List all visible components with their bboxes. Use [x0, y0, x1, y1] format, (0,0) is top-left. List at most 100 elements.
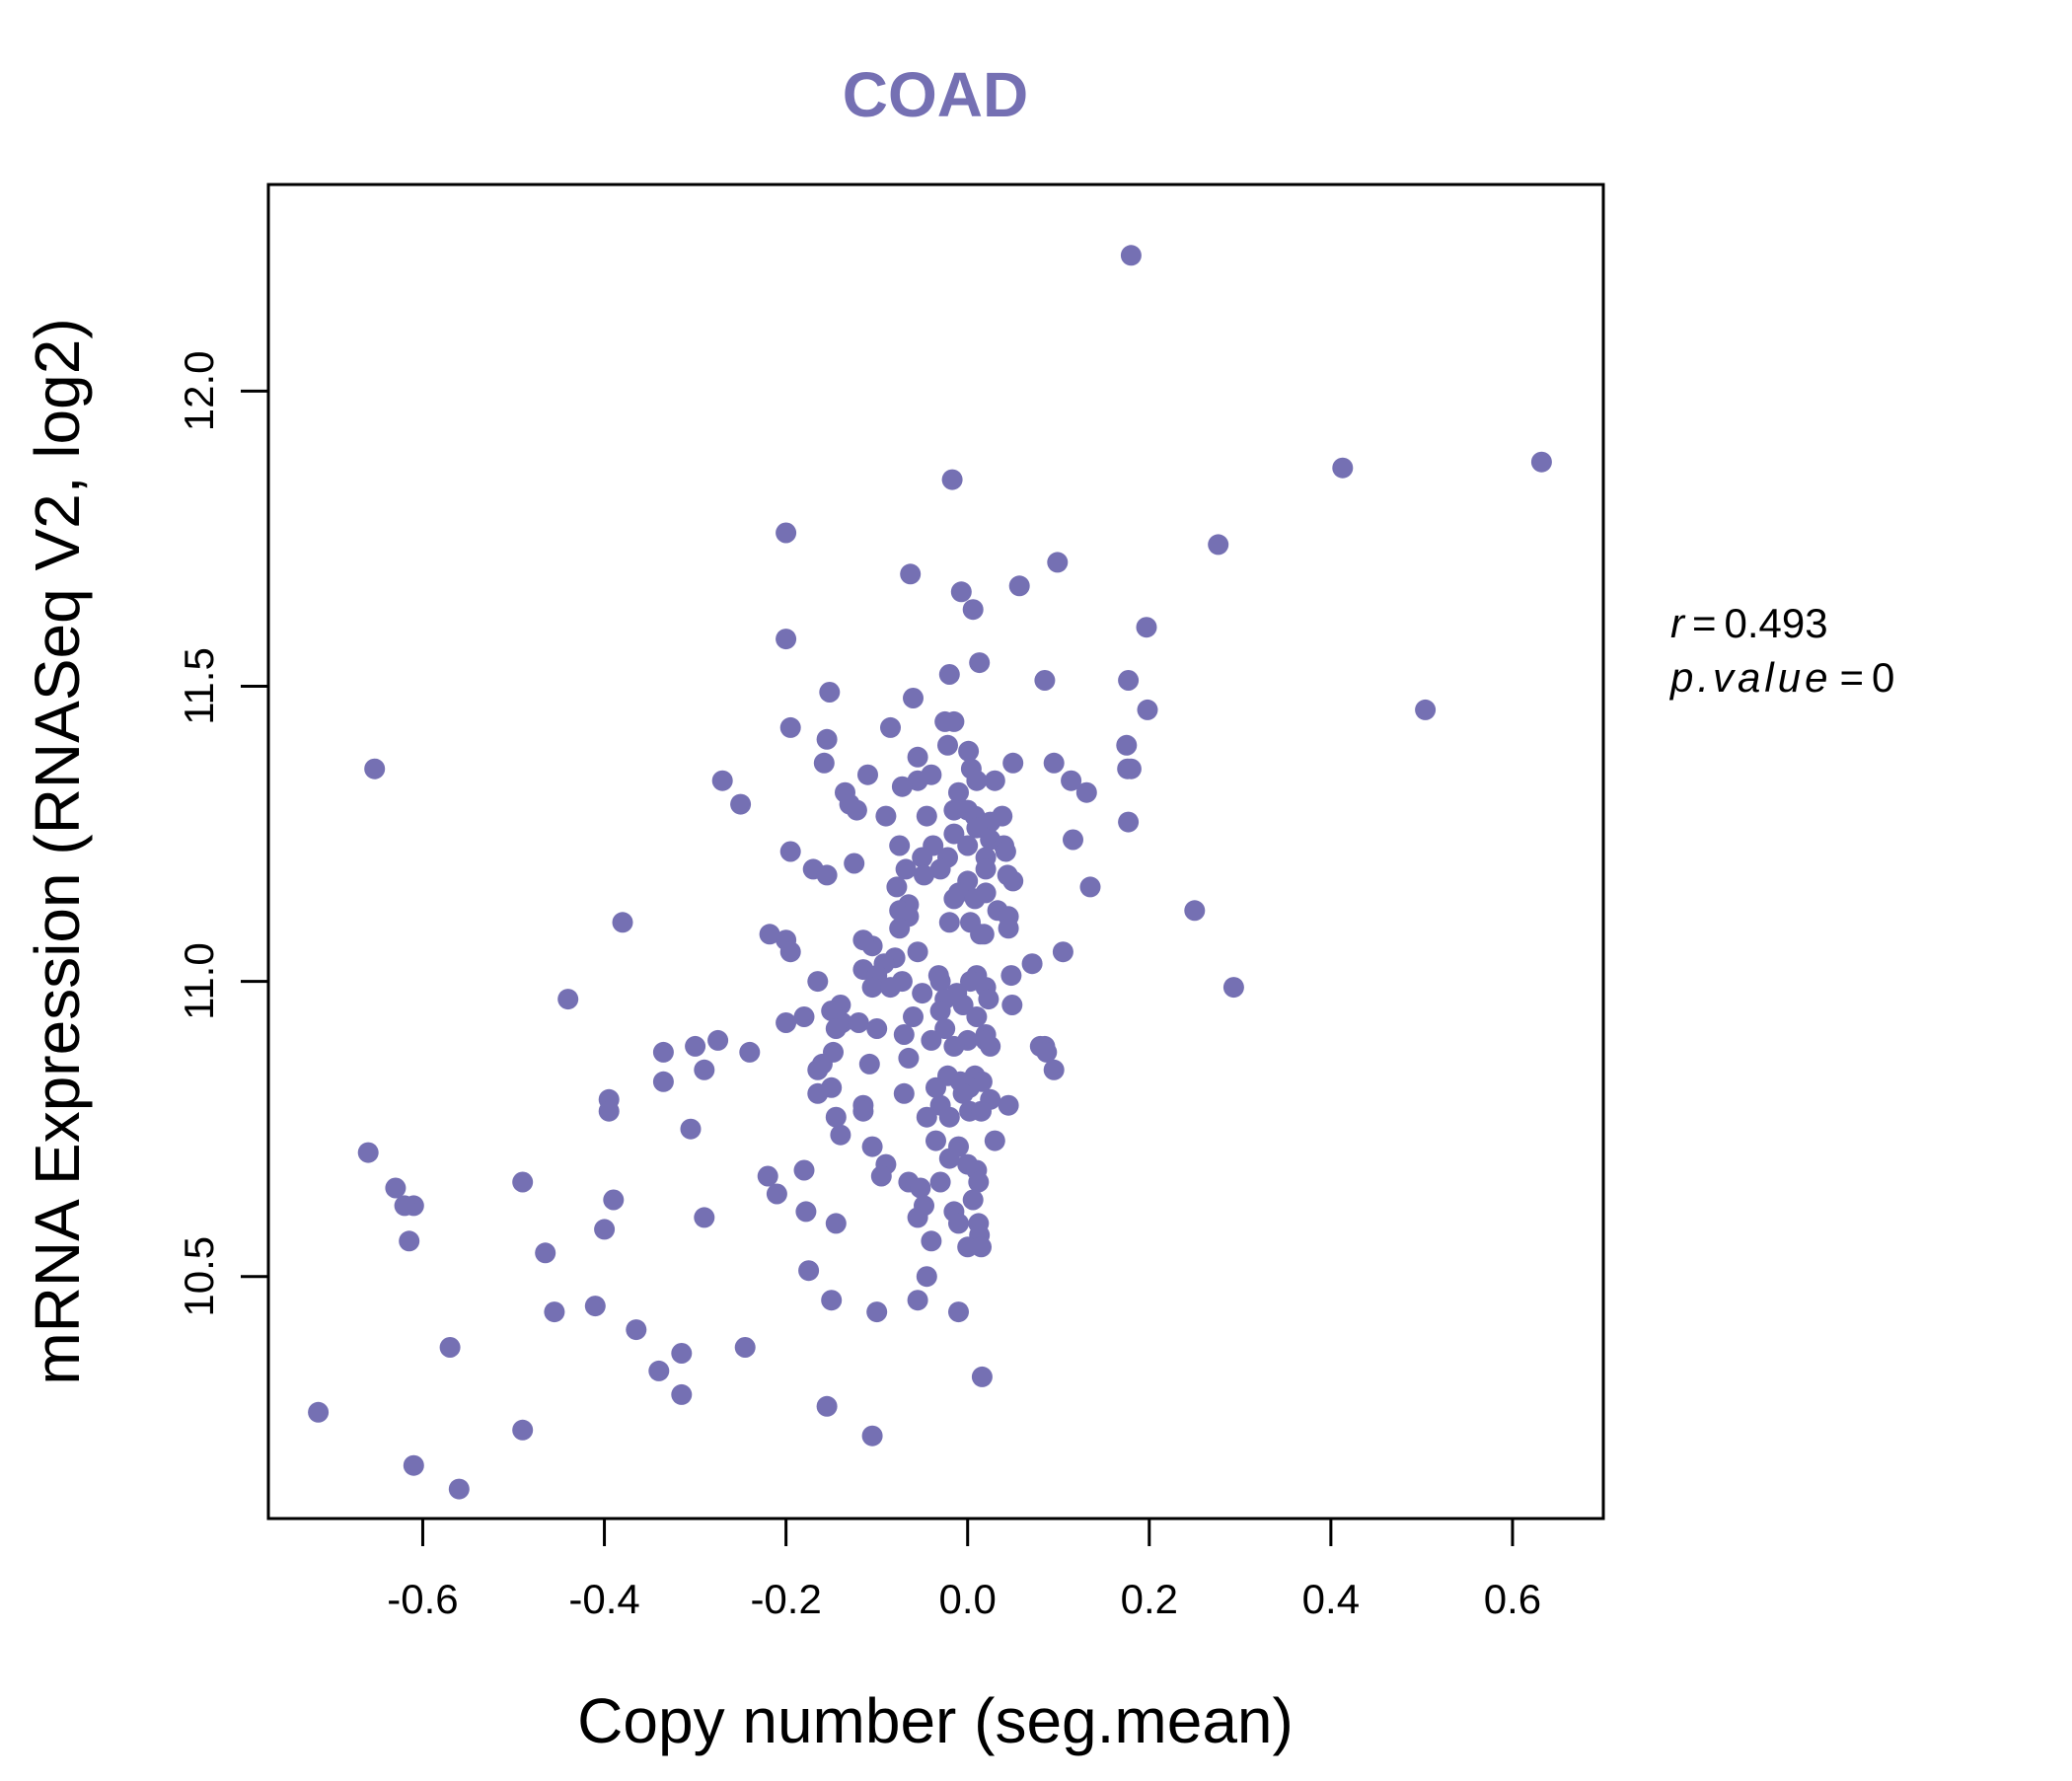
data-point: [512, 1171, 534, 1193]
data-point: [952, 1082, 974, 1104]
data-point: [889, 918, 911, 939]
data-point: [626, 1319, 647, 1341]
x-tick-label: -0.2: [750, 1576, 821, 1622]
p-label: p.value: [1668, 654, 1831, 701]
data-point: [694, 1059, 715, 1080]
data-point: [1120, 758, 1142, 779]
data-point: [975, 858, 997, 880]
data-point: [866, 1018, 888, 1039]
data-point: [594, 1219, 616, 1240]
data-point: [1063, 829, 1083, 851]
data-point: [544, 1301, 565, 1323]
data-point: [807, 971, 829, 993]
data-point: [929, 1171, 951, 1193]
x-tick-label: 0.6: [1484, 1576, 1541, 1622]
data-point: [680, 1118, 702, 1140]
data-point: [603, 1189, 625, 1211]
data-point: [776, 1012, 797, 1033]
data-point: [813, 752, 835, 774]
data-point: [861, 977, 883, 999]
data-point: [998, 918, 1019, 939]
data-point: [938, 912, 960, 933]
data-point: [943, 823, 965, 845]
data-point: [966, 770, 988, 791]
data-point: [1043, 1059, 1065, 1080]
data-point: [891, 776, 913, 797]
data-point: [1034, 670, 1056, 691]
data-point: [846, 799, 867, 821]
data-point: [984, 1130, 1005, 1151]
data-point: [364, 758, 386, 779]
data-point: [900, 563, 922, 585]
data-point: [1008, 575, 1030, 597]
data-point: [984, 770, 1005, 791]
data-point: [941, 469, 963, 490]
data-point: [962, 599, 984, 621]
data-point: [1184, 900, 1206, 922]
data-point: [816, 728, 838, 750]
data-point: [816, 864, 838, 886]
data-point: [907, 1290, 928, 1311]
data-point: [1036, 1041, 1058, 1063]
data-point: [612, 912, 633, 933]
data-point: [903, 1006, 924, 1027]
y-tick-label: 12.0: [176, 351, 222, 432]
data-point: [793, 1006, 815, 1027]
data-point: [980, 1035, 1001, 1057]
data-point: [948, 781, 969, 803]
data-point: [950, 581, 972, 603]
data-point: [925, 1130, 946, 1151]
data-point: [798, 1260, 820, 1282]
data-point: [907, 941, 928, 963]
data-point: [403, 1454, 424, 1476]
r-label: r: [1670, 600, 1686, 646]
data-point: [730, 793, 752, 815]
data-point: [934, 1018, 956, 1039]
data-point: [880, 716, 901, 738]
data-point: [759, 924, 780, 945]
data-point: [1061, 770, 1082, 791]
data-point: [584, 1296, 606, 1317]
data-point: [916, 1106, 937, 1128]
data-point: [861, 1136, 883, 1157]
data-points: [308, 245, 1552, 1500]
data-point: [779, 941, 801, 963]
data-point: [952, 995, 974, 1015]
data-point: [889, 835, 911, 856]
data-point: [898, 1047, 920, 1069]
chart-title: COAD: [843, 59, 1028, 130]
data-point: [1530, 451, 1552, 473]
data-point: [916, 1266, 937, 1288]
data-point: [907, 746, 928, 768]
data-point: [857, 764, 878, 785]
data-point: [779, 716, 801, 738]
data-point: [535, 1242, 556, 1264]
data-point: [557, 989, 579, 1010]
data-point: [1116, 734, 1138, 756]
data-point: [929, 858, 951, 880]
data-point: [1118, 811, 1140, 833]
data-point: [844, 853, 865, 874]
data-point: [962, 1189, 984, 1211]
y-axis: 10.5 11.0 11.5 12.0: [176, 351, 268, 1317]
data-point: [707, 1029, 729, 1051]
data-point: [998, 1094, 1019, 1116]
data-point: [795, 1201, 817, 1223]
data-point: [671, 1383, 693, 1405]
data-point: [1052, 941, 1073, 963]
p-value-statistic: p.value = 0: [1668, 654, 1894, 701]
data-point: [776, 629, 797, 650]
y-tick-label: 11.0: [176, 942, 222, 1020]
data-point: [694, 1207, 715, 1228]
data-point: [943, 888, 965, 910]
x-tick-label: -0.4: [568, 1576, 639, 1622]
data-point: [978, 989, 999, 1010]
y-tick-label: 10.5: [176, 1236, 222, 1317]
data-point: [966, 817, 988, 839]
data-point: [895, 858, 917, 880]
data-point: [921, 1029, 942, 1051]
x-tick-label: 0.0: [939, 1576, 997, 1622]
data-point: [1332, 457, 1354, 479]
data-point: [1079, 876, 1101, 898]
data-point: [439, 1337, 461, 1358]
